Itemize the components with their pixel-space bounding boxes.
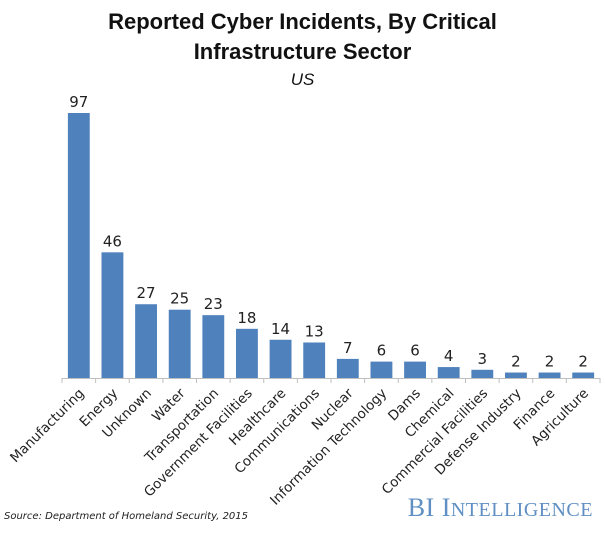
- bar-defense-industry: [505, 372, 527, 378]
- bar-transportation: [202, 315, 225, 378]
- chart-subtitle: US: [290, 70, 315, 89]
- data-label: 3: [478, 350, 488, 368]
- bar-manufacturing: [67, 113, 90, 378]
- bar-communications: [303, 342, 326, 378]
- data-label: 27: [137, 284, 156, 302]
- bar-government-facilities: [236, 328, 258, 378]
- bar-nuclear: [336, 358, 359, 378]
- chart-title-line-1: Reported Cyber Incidents, By Critical: [108, 9, 497, 34]
- data-label: 97: [69, 93, 88, 111]
- data-label: 2: [511, 353, 521, 371]
- bar-energy: [101, 252, 124, 378]
- data-label: 23: [204, 295, 223, 313]
- bar-information-technology: [370, 361, 393, 378]
- bar-water: [168, 309, 191, 378]
- brand-intelligence-initial: I: [441, 493, 451, 522]
- data-label: 6: [410, 342, 420, 360]
- bar-finance: [538, 372, 561, 378]
- data-label: 2: [578, 353, 588, 371]
- bar-agriculture: [572, 372, 595, 378]
- bar-chemical: [437, 367, 460, 378]
- bar-commercial-facilities: [471, 369, 494, 378]
- data-label: 4: [444, 347, 454, 365]
- data-label: 13: [305, 322, 324, 340]
- bar-healthcare: [269, 339, 292, 378]
- data-label: 6: [377, 342, 387, 360]
- source-note: Source: Department of Homeland Security,…: [4, 511, 249, 522]
- brand-bi: BI: [407, 493, 435, 522]
- data-label: 7: [343, 339, 353, 357]
- data-label: 18: [237, 309, 256, 327]
- data-label: 46: [103, 232, 122, 250]
- x-tick-label: Manufacturing: [7, 386, 87, 466]
- data-label: 25: [170, 290, 189, 308]
- chart-title-line-2: Infrastructure Sector: [193, 39, 412, 64]
- bi-intelligence-logo: BI INTELLIGENCE: [408, 493, 593, 523]
- data-label: 2: [545, 353, 555, 371]
- brand-intelligence-rest: NTELLIGENCE: [450, 499, 593, 521]
- data-label: 14: [271, 320, 290, 338]
- bar-unknown: [135, 304, 157, 378]
- bar-dams: [404, 361, 426, 378]
